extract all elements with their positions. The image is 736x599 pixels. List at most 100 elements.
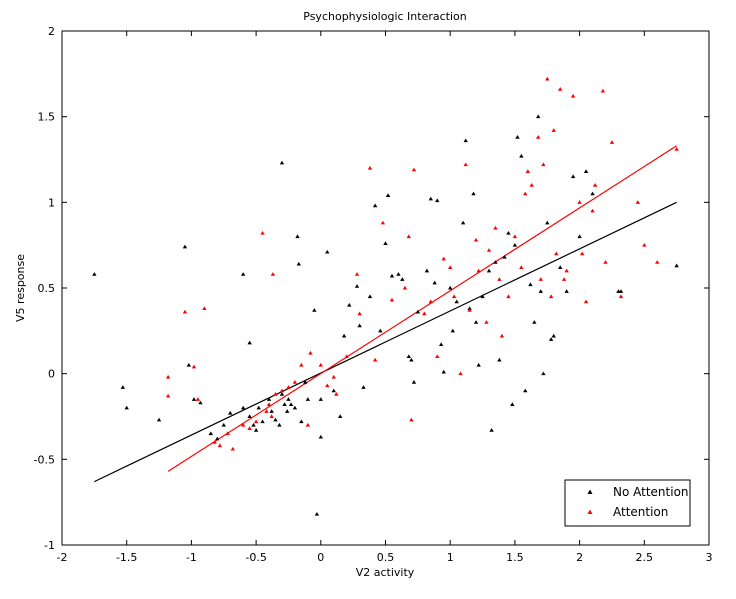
data-point-no-attention	[296, 261, 302, 266]
data-point-attention	[570, 93, 576, 98]
data-point-no-attention	[454, 299, 459, 304]
data-point-no-attention	[618, 289, 624, 293]
data-point-no-attention	[367, 294, 373, 299]
data-point-attention	[308, 350, 313, 355]
data-point-no-attention	[253, 428, 259, 432]
data-point-no-attention	[551, 333, 556, 338]
legend-box	[564, 479, 691, 527]
data-point-attention	[422, 311, 427, 316]
data-point-attention	[286, 385, 291, 389]
data-point-no-attention	[532, 320, 537, 324]
data-point-attention	[541, 162, 546, 167]
data-point-attention	[458, 371, 463, 376]
data-point-attention	[583, 299, 589, 304]
data-point-no-attention	[228, 410, 233, 415]
data-point-no-attention	[273, 417, 278, 422]
data-point-no-attention	[314, 511, 320, 516]
data-point-no-attention	[282, 402, 287, 407]
data-point-no-attention	[460, 220, 466, 225]
data-point-attention	[577, 200, 582, 204]
data-point-attention	[600, 88, 606, 93]
data-point-no-attention	[240, 272, 246, 276]
data-point-attention	[561, 277, 567, 281]
fit-line-no-attention	[94, 201, 677, 483]
data-point-attention	[551, 128, 556, 132]
data-point-no-attention	[448, 285, 453, 290]
data-point-attention	[240, 422, 246, 427]
data-point-no-attention	[247, 414, 252, 418]
data-point-no-attention	[564, 289, 569, 293]
data-point-no-attention	[583, 169, 589, 173]
data-point-attention	[548, 294, 554, 299]
data-point-no-attention	[338, 414, 343, 418]
data-point-no-attention	[570, 174, 576, 179]
x-tick-label: 0	[317, 551, 324, 564]
data-point-no-attention	[347, 302, 352, 307]
data-point-no-attention	[325, 249, 330, 254]
data-point-no-attention	[279, 392, 285, 396]
data-point-no-attention	[497, 357, 502, 362]
data-point-attention	[467, 308, 472, 312]
data-point-attention	[409, 417, 414, 422]
data-point-attention	[525, 169, 531, 173]
data-point-attention	[635, 200, 641, 204]
data-point-no-attention	[512, 242, 518, 247]
data-point-no-attention	[541, 371, 546, 376]
data-point-no-attention	[299, 419, 304, 424]
data-point-attention	[519, 265, 524, 269]
y-tick-label: -0.5	[34, 453, 55, 466]
data-point-no-attention	[473, 320, 479, 324]
data-point-attention	[217, 443, 223, 448]
data-point-no-attention	[305, 397, 311, 401]
data-point-no-attention	[415, 309, 421, 314]
data-point-no-attention	[208, 431, 214, 436]
x-tick-label: 2.5	[636, 551, 654, 564]
plot-frame	[61, 30, 710, 546]
data-point-attention	[191, 364, 197, 369]
data-point-attention	[253, 419, 259, 424]
legend-label: Attention	[613, 505, 668, 519]
data-point-attention	[590, 208, 595, 213]
data-point-no-attention	[318, 397, 323, 401]
data-point-attention	[493, 225, 498, 230]
data-point-no-attention	[557, 265, 563, 269]
data-point-attention	[579, 251, 585, 256]
x-tick-label: 1	[447, 551, 454, 564]
data-point-attention	[451, 294, 457, 299]
data-point-no-attention	[156, 417, 162, 422]
data-point-attention	[523, 191, 528, 196]
y-tick-label: 0.5	[38, 282, 56, 295]
data-point-attention	[269, 414, 274, 418]
data-point-attention	[372, 357, 378, 362]
data-point-no-attention	[463, 138, 468, 143]
x-tick-label: -1	[186, 551, 197, 564]
data-point-attention	[266, 402, 272, 407]
data-point-attention	[592, 183, 598, 187]
data-point-no-attention	[674, 263, 679, 268]
data-point-no-attention	[385, 193, 391, 197]
data-point-no-attention	[545, 220, 550, 225]
data-point-no-attention	[432, 280, 437, 285]
y-tick-label: 2	[48, 25, 55, 38]
data-point-no-attention	[341, 333, 347, 338]
data-point-no-attention	[279, 160, 285, 165]
data-point-no-attention	[493, 260, 498, 264]
data-point-no-attention	[92, 272, 97, 276]
data-point-no-attention	[295, 234, 300, 239]
data-point-no-attention	[471, 191, 476, 196]
data-point-attention	[165, 393, 171, 398]
data-point-no-attention	[428, 196, 433, 201]
data-point-no-attention	[510, 402, 515, 407]
x-tick-label: 2	[576, 551, 583, 564]
fit-line-attention	[167, 145, 677, 472]
data-point-attention	[344, 354, 349, 359]
data-point-no-attention	[312, 308, 317, 312]
data-point-attention	[512, 234, 518, 239]
data-point-attention	[476, 268, 481, 273]
x-tick-label: 1.5	[506, 551, 524, 564]
data-points	[92, 76, 679, 516]
data-point-attention	[202, 306, 207, 311]
data-point-no-attention	[256, 405, 261, 410]
y-axis-title: V5 response	[14, 254, 27, 322]
data-point-no-attention	[441, 369, 446, 374]
